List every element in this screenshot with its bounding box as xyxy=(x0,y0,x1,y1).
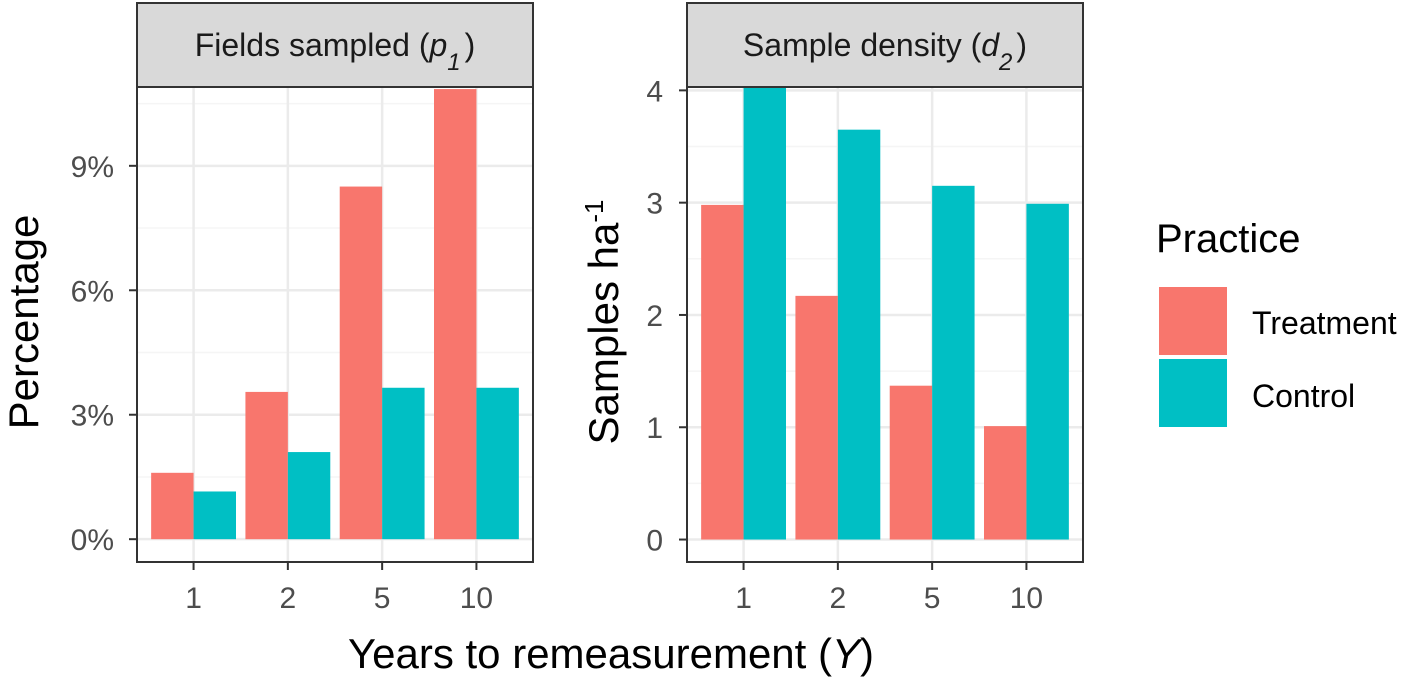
y-tick-label: 3 xyxy=(646,188,663,221)
x-tick-label: 5 xyxy=(924,582,941,615)
y-tick-label: 4 xyxy=(646,75,663,108)
legend-key-control xyxy=(1159,359,1227,427)
x-tick-label: 10 xyxy=(460,582,493,615)
y-tick-label: 0% xyxy=(71,524,114,557)
y-tick-label: 1 xyxy=(646,412,663,445)
facet-strip xyxy=(686,2,1084,88)
panel-fields-sampled: Fields sampled (p1)0%3%6%9%1 2 5 10 xyxy=(71,2,534,615)
bar-control-1 xyxy=(193,491,236,540)
strip-title-text: Sample density ( xyxy=(743,27,982,63)
bar-control-2 xyxy=(287,452,331,540)
strip-title-close: ) xyxy=(1016,27,1027,63)
bar-treatment-1 xyxy=(701,204,744,540)
y-axis-title-text: Samples ha xyxy=(580,222,627,444)
x-tick-label: 1 xyxy=(185,582,202,615)
strip-title-subscript: 2 xyxy=(998,49,1012,76)
facet-strip xyxy=(136,2,534,88)
legend: Practice Treatment Control xyxy=(1156,217,1397,427)
x-tick-label: 2 xyxy=(280,582,297,615)
x-tick-label: 10 xyxy=(1010,582,1043,615)
facet-strip-title: Sample density (d2) xyxy=(743,27,1027,76)
bar-control-1 xyxy=(743,87,786,540)
y-tick-label: 2 xyxy=(646,300,663,333)
y-axis-title-percentage: Percentage xyxy=(0,215,47,430)
bar-treatment-1 xyxy=(151,472,194,540)
bar-control-10 xyxy=(476,387,519,540)
x-axis-title: Years to remeasurement (Y) xyxy=(348,630,874,677)
x-axis-title-close: ) xyxy=(860,630,874,677)
x-tick-label: 1 xyxy=(735,582,752,615)
bar-control-5 xyxy=(382,387,425,540)
bar-treatment-10 xyxy=(434,89,477,540)
bar-treatment-2 xyxy=(795,295,838,540)
legend-title: Practice xyxy=(1156,217,1301,261)
bar-treatment-5 xyxy=(339,186,383,540)
panel-border xyxy=(136,86,534,563)
legend-label-treatment: Treatment xyxy=(1252,305,1397,341)
x-axis-title-text: Years to remeasurement ( xyxy=(348,630,832,677)
bar-control-2 xyxy=(837,129,881,540)
facet-strip-title: Fields sampled (p1) xyxy=(195,27,476,76)
strip-title-text: Fields sampled ( xyxy=(195,27,430,63)
y-axis-title-samples: Samples ha-1 xyxy=(579,200,627,445)
panel-border xyxy=(686,86,1084,563)
y-tick-label: 3% xyxy=(71,400,114,433)
bar-treatment-5 xyxy=(889,385,933,540)
y-tick-label: 0 xyxy=(646,525,663,558)
legend-key-treatment xyxy=(1159,287,1227,355)
bar-control-10 xyxy=(1026,203,1069,540)
bar-treatment-2 xyxy=(245,391,288,540)
bar-control-5 xyxy=(932,185,975,540)
y-tick-label: 9% xyxy=(71,151,114,184)
x-tick-label: 2 xyxy=(830,582,847,615)
strip-title-variable: d xyxy=(981,27,1000,63)
bar-treatment-10 xyxy=(984,426,1027,540)
x-axis-title-variable: Y xyxy=(832,630,863,677)
x-tick-label: 5 xyxy=(374,582,391,615)
legend-label-control: Control xyxy=(1252,378,1355,414)
y-axis-title-superscript: -1 xyxy=(579,200,609,223)
strip-title-close: ) xyxy=(465,27,476,63)
strip-title-variable: p xyxy=(428,27,447,63)
strip-title-subscript: 1 xyxy=(447,49,460,76)
y-tick-label: 6% xyxy=(71,275,114,308)
